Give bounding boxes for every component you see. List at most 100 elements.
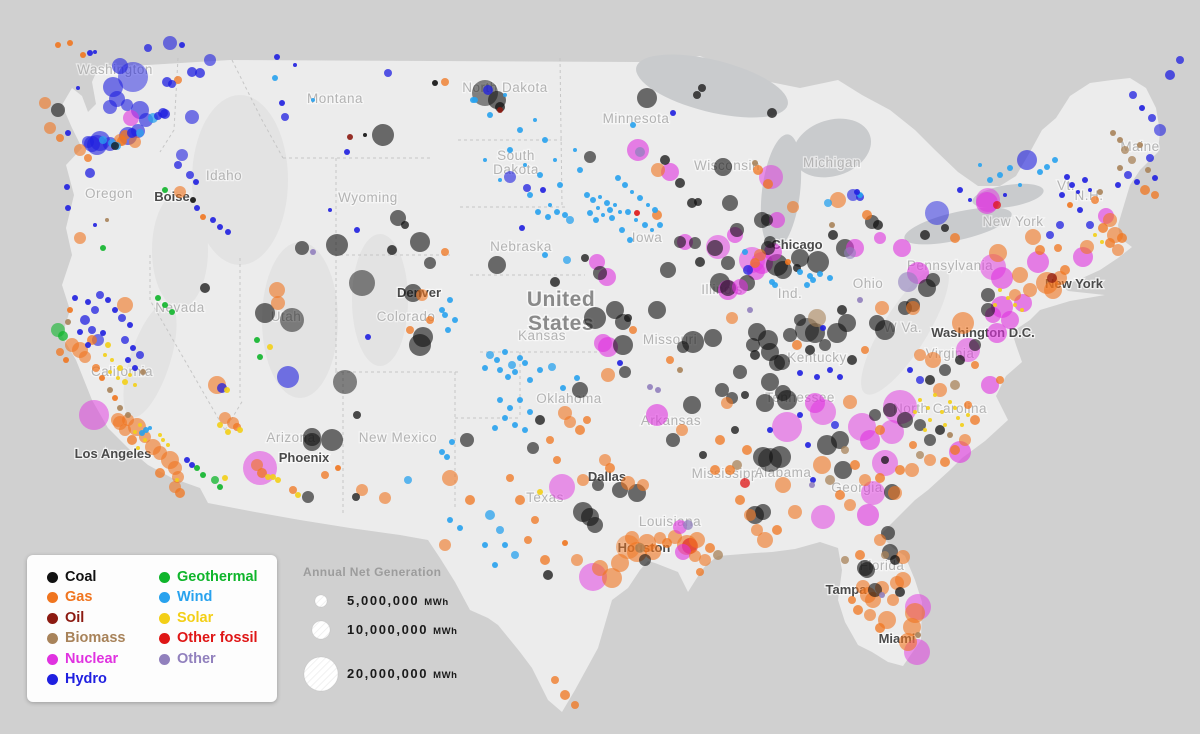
plant-dot[interactable] <box>805 345 815 355</box>
plant-dot[interactable] <box>997 172 1003 178</box>
plant-dot[interactable] <box>810 477 816 483</box>
plant-dot[interactable] <box>674 236 686 248</box>
plant-dot[interactable] <box>512 369 518 375</box>
plant-dot[interactable] <box>347 134 353 140</box>
plant-dot[interactable] <box>267 344 273 350</box>
plant-dot[interactable] <box>1047 273 1057 283</box>
plant-dot[interactable] <box>957 187 963 193</box>
plant-dot[interactable] <box>715 383 729 397</box>
plant-dot[interactable] <box>1086 221 1094 229</box>
plant-dot[interactable] <box>51 103 65 117</box>
plant-dot[interactable] <box>1145 167 1151 173</box>
plant-dot[interactable] <box>861 346 869 354</box>
plant-dot[interactable] <box>105 218 109 222</box>
plant-dot[interactable] <box>635 147 645 157</box>
plant-dot[interactable] <box>828 230 838 240</box>
plant-dot[interactable] <box>713 550 723 560</box>
plant-dot[interactable] <box>133 383 137 387</box>
plant-dot[interactable] <box>819 339 831 351</box>
plant-dot[interactable] <box>753 165 763 175</box>
plant-dot[interactable] <box>857 297 863 303</box>
plant-dot[interactable] <box>755 504 771 520</box>
plant-dot[interactable] <box>275 477 281 483</box>
plant-dot[interactable] <box>991 267 1013 289</box>
plant-dot[interactable] <box>748 323 766 341</box>
plant-dot[interactable] <box>1105 238 1115 248</box>
plant-dot[interactable] <box>550 277 560 287</box>
plant-dot[interactable] <box>572 382 588 398</box>
plant-dot[interactable] <box>112 307 118 313</box>
plant-dot[interactable] <box>683 520 693 530</box>
plant-dot[interactable] <box>592 560 608 576</box>
plant-dot[interactable] <box>752 160 758 166</box>
plant-dot[interactable] <box>613 203 617 207</box>
plant-dot[interactable] <box>210 217 216 223</box>
plant-dot[interactable] <box>689 237 701 249</box>
plant-dot[interactable] <box>928 418 932 422</box>
plant-dot[interactable] <box>890 555 900 565</box>
plant-dot[interactable] <box>596 206 600 210</box>
plant-dot[interactable] <box>74 232 86 244</box>
plant-dot[interactable] <box>619 366 631 378</box>
plant-dot[interactable] <box>637 479 649 491</box>
plant-dot[interactable] <box>105 342 111 348</box>
plant-dot[interactable] <box>873 220 883 230</box>
plant-dot[interactable] <box>1003 193 1007 197</box>
plant-dot[interactable] <box>897 412 913 428</box>
plant-dot[interactable] <box>757 532 773 548</box>
plant-dot[interactable] <box>1054 244 1062 252</box>
plant-dot[interactable] <box>746 338 760 352</box>
plant-dot[interactable] <box>868 583 882 597</box>
plant-dot[interactable] <box>675 178 685 188</box>
plant-dot[interactable] <box>864 609 876 621</box>
plant-dot[interactable] <box>1044 164 1050 170</box>
plant-dot[interactable] <box>522 360 528 366</box>
plant-dot[interactable] <box>1134 179 1140 185</box>
plant-dot[interactable] <box>187 67 197 77</box>
plant-dot[interactable] <box>1098 223 1108 233</box>
plant-dot[interactable] <box>874 534 886 546</box>
plant-dot[interactable] <box>1001 311 1019 329</box>
plant-dot[interactable] <box>335 465 341 471</box>
plant-dot[interactable] <box>1165 70 1175 80</box>
plant-dot[interactable] <box>326 234 348 256</box>
plant-dot[interactable] <box>162 187 168 193</box>
plant-dot[interactable] <box>1007 165 1013 171</box>
plant-dot[interactable] <box>1124 171 1132 179</box>
plant-dot[interactable] <box>117 365 123 371</box>
plant-dot[interactable] <box>543 570 553 580</box>
plant-dot[interactable] <box>875 473 885 483</box>
plant-dot[interactable] <box>84 154 92 162</box>
plant-dot[interactable] <box>1146 154 1154 162</box>
plant-dot[interactable] <box>860 430 880 450</box>
plant-dot[interactable] <box>74 144 86 156</box>
plant-dot[interactable] <box>883 403 897 417</box>
plant-dot[interactable] <box>769 446 791 468</box>
plant-dot[interactable] <box>861 481 885 505</box>
plant-dot[interactable] <box>123 110 139 126</box>
plant-dot[interactable] <box>444 454 450 460</box>
plant-dot[interactable] <box>881 456 889 464</box>
plant-dot[interactable] <box>1088 188 1092 192</box>
plant-dot[interactable] <box>577 474 589 486</box>
plant-dot[interactable] <box>110 358 114 362</box>
plant-dot[interactable] <box>293 63 297 67</box>
plant-dot[interactable] <box>925 201 949 225</box>
plant-dot[interactable] <box>1069 182 1075 188</box>
plant-dot[interactable] <box>527 409 533 415</box>
plant-dot[interactable] <box>602 568 622 588</box>
plant-dot[interactable] <box>535 209 541 215</box>
plant-dot[interactable] <box>404 476 412 484</box>
plant-dot[interactable] <box>881 551 889 559</box>
plant-dot[interactable] <box>1140 185 1150 195</box>
plant-dot[interactable] <box>174 161 182 169</box>
plant-dot[interactable] <box>439 449 445 455</box>
plant-dot[interactable] <box>363 133 367 137</box>
plant-dot[interactable] <box>998 288 1002 292</box>
plant-dot[interactable] <box>311 98 315 102</box>
plant-dot[interactable] <box>153 446 167 460</box>
plant-dot[interactable] <box>563 256 571 264</box>
plant-dot[interactable] <box>721 397 733 409</box>
plant-dot[interactable] <box>813 456 831 474</box>
plant-dot[interactable] <box>158 433 162 437</box>
